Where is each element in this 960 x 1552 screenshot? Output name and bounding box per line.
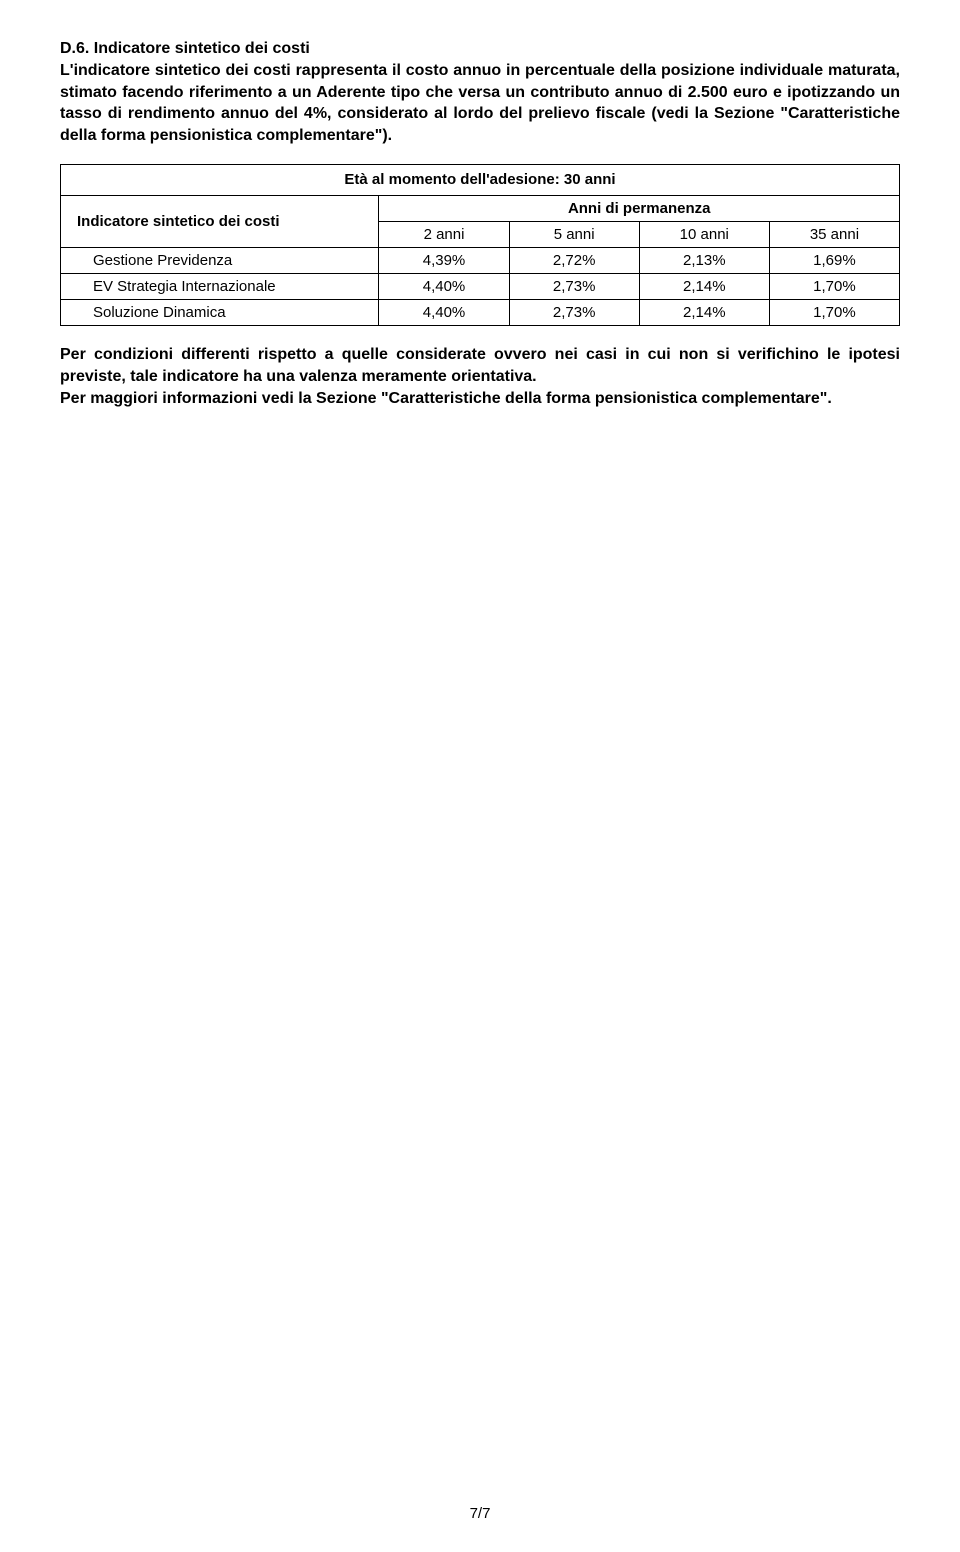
cell: 1,69% (770, 248, 899, 273)
row-cells-0: 4,39% 2,72% 2,13% 1,69% (379, 248, 899, 273)
footer-paragraphs: Per condizioni differenti rispetto a que… (60, 344, 900, 409)
section-title: D.6. Indicatore sintetico dei costi (60, 40, 900, 58)
cell: 2,73% (510, 300, 640, 325)
year-col-2: 10 anni (640, 222, 770, 247)
row-cells-1: 4,40% 2,73% 2,14% 1,70% (379, 274, 899, 299)
year-col-3: 35 anni (770, 222, 899, 247)
table-years-group: Anni di permanenza 2 anni 5 anni 10 anni… (379, 196, 899, 247)
footer-p1: Per condizioni differenti rispetto a que… (60, 346, 900, 385)
row-label-1: EV Strategia Internazionale (61, 274, 379, 299)
cell: 2,13% (640, 248, 770, 273)
cell: 4,40% (379, 274, 509, 299)
cell: 4,39% (379, 248, 509, 273)
row-label-0: Gestione Previdenza (61, 248, 379, 273)
section-paragraph: L'indicatore sintetico dei costi rappres… (60, 60, 900, 146)
cell: 1,70% (770, 300, 899, 325)
cell: 4,40% (379, 300, 509, 325)
footer-p2: Per maggiori informazioni vedi la Sezion… (60, 390, 832, 407)
year-col-0: 2 anni (379, 222, 509, 247)
cell: 1,70% (770, 274, 899, 299)
table-row-label: Indicatore sintetico dei costi (61, 196, 379, 247)
cost-table: Età al momento dell'adesione: 30 anni In… (60, 164, 900, 326)
year-col-1: 5 anni (510, 222, 640, 247)
table-years-row: 2 anni 5 anni 10 anni 35 anni (379, 222, 899, 247)
table-row: Soluzione Dinamica 4,40% 2,73% 2,14% 1,7… (61, 300, 899, 325)
cell: 2,14% (640, 274, 770, 299)
table-header-text: Età al momento dell'adesione: 30 anni (344, 171, 615, 188)
table-row: Gestione Previdenza 4,39% 2,72% 2,13% 1,… (61, 248, 899, 274)
row-label-2: Soluzione Dinamica (61, 300, 379, 325)
table-header: Età al momento dell'adesione: 30 anni (61, 165, 899, 196)
row-cells-2: 4,40% 2,73% 2,14% 1,70% (379, 300, 899, 325)
table-subheader-row: Indicatore sintetico dei costi Anni di p… (61, 196, 899, 248)
cell: 2,72% (510, 248, 640, 273)
page-number: 7/7 (0, 1505, 960, 1522)
cell: 2,73% (510, 274, 640, 299)
table-subheader: Anni di permanenza (379, 196, 899, 222)
cell: 2,14% (640, 300, 770, 325)
table-row: EV Strategia Internazionale 4,40% 2,73% … (61, 274, 899, 300)
